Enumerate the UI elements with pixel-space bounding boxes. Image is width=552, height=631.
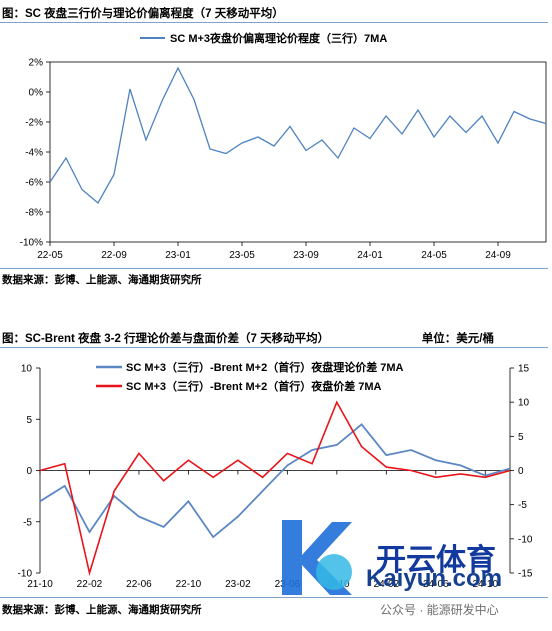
- figure1-y-tick-label: 0%: [29, 88, 44, 99]
- figure1-y-tick-label: -2%: [25, 118, 43, 129]
- figure2-top-rule: [0, 347, 548, 348]
- figure1-x-tick-label: 23-05: [229, 250, 255, 261]
- figure1-series-line: [49, 66, 547, 205]
- figure1-y-tick-label: -10%: [20, 238, 43, 249]
- figure2-right-tick-label: 5: [518, 432, 524, 443]
- figure1-chart: SC M+3夜盘价偏离理论价程度（三行）7MA 2% 0% -2% -4% -6% -8%…: [20, 31, 547, 261]
- figure2-x-tick-label: 24-02: [374, 579, 400, 590]
- figure2-series-market: [39, 400, 511, 577]
- figure2-left-tick-label: 10: [21, 364, 33, 375]
- figure2-right-tick-label: -10: [518, 534, 533, 545]
- figure1-top-rule: [0, 22, 548, 23]
- figure2-x-tick-label: 22-02: [77, 579, 103, 590]
- figure2-bottom-rule: [0, 597, 548, 598]
- figure1-y-tick-label: 2%: [29, 58, 44, 69]
- figure2-title: 图：SC-Brent 夜盘 3-2 行理论价差与盘面价差（7 天移动平均）: [2, 333, 330, 345]
- figure2-right-tick-label: -5: [518, 500, 527, 511]
- figure2-source: 数据来源：彭博、上能源、海通期货研究所: [2, 604, 202, 616]
- figure1-y-tick-label: -4%: [25, 148, 43, 159]
- figure1-y-tick-label: -6%: [25, 178, 43, 189]
- figure2-legend: SC M+3（三行）-Brent M+2（首行）夜盘理论价差 7MA SC M+…: [96, 360, 404, 393]
- figure1-legend: SC M+3夜盘价偏离理论价程度（三行）7MA: [140, 31, 387, 45]
- figure1-x-tick-label: 23-01: [165, 250, 191, 261]
- figure1-title: 图：SC 夜盘三行价与理论价偏离程度（7 天移动平均）: [2, 8, 284, 20]
- figure1-x-tick-label: 22-09: [101, 250, 127, 261]
- figure2-x-tick-label: 22-10: [176, 579, 202, 590]
- figure2-right-y-axis: 15 10 5 0 -5 -10 -15: [510, 364, 533, 580]
- figure1-x-tick-label: 23-09: [293, 250, 319, 261]
- brand-logo-icon: [272, 510, 362, 600]
- figure2-right-tick-label: 0: [518, 466, 524, 477]
- figure1-y-tick-label: -8%: [25, 208, 43, 219]
- figure2-right-tick-label: 10: [518, 398, 530, 409]
- figure2-x-tick-label: 24-06: [423, 579, 449, 590]
- watermark-brand-title: 开云体育: [376, 544, 496, 577]
- figure2-left-tick-label: 0: [26, 466, 32, 477]
- figure2-left-y-axis: 10 5 0 -5 -10: [18, 364, 40, 580]
- figure2-x-tick-label: 21-10: [27, 579, 53, 590]
- figure1-x-tick-label: 24-09: [485, 250, 511, 261]
- figure2-right-tick-label: -15: [518, 569, 533, 580]
- figure2-left-tick-label: 5: [26, 415, 32, 426]
- figure2-right-tick-label: 15: [518, 364, 530, 375]
- figure1-x-tick-label: 24-05: [421, 250, 447, 261]
- figure2-unit: 单位：美元/桶: [421, 333, 494, 345]
- figure2-left-tick-label: -5: [23, 517, 32, 528]
- figure1-source: 数据来源：彭博、上能源、海通期货研究所: [2, 274, 202, 286]
- figure1-legend-label: SC M+3夜盘价偏离理论价程度（三行）7MA: [170, 31, 387, 45]
- figure1-x-tick-label: 24-01: [357, 250, 383, 261]
- watermark-wechat: 公众号 · 能源研发中心: [380, 603, 499, 617]
- figure2-series-theory: [39, 423, 511, 539]
- figure2-x-tick-label: 24-10: [472, 579, 498, 590]
- figure1-bottom-rule: [0, 268, 548, 269]
- figure2-x-tick-label: 22-06: [126, 579, 152, 590]
- figure1-x-axis: 22-05 22-09 23-01 23-05 23-09 24-01 24-05 24-09: [37, 242, 511, 261]
- figure2-left-tick-label: -10: [18, 569, 33, 580]
- figure2-legend-label-market: SC M+3（三行）-Brent M+2（首行）夜盘价差 7MA: [126, 379, 382, 393]
- figure1-x-tick-label: 22-05: [37, 250, 63, 261]
- figure2-legend-label-theory: SC M+3（三行）-Brent M+2（首行）夜盘理论价差 7MA: [126, 360, 404, 374]
- figure1-plot-frame: [49, 61, 547, 243]
- watermark-brand-url: Kaiyun.com: [366, 565, 503, 592]
- figure1-y-axis: 2% 0% -2% -4% -6% -8% -10%: [20, 58, 50, 249]
- figure2-chart: SC M+3（三行）-Brent M+2（首行）夜盘理论价差 7MA SC M+…: [18, 360, 533, 590]
- figure2-x-tick-label: 23-02: [225, 579, 251, 590]
